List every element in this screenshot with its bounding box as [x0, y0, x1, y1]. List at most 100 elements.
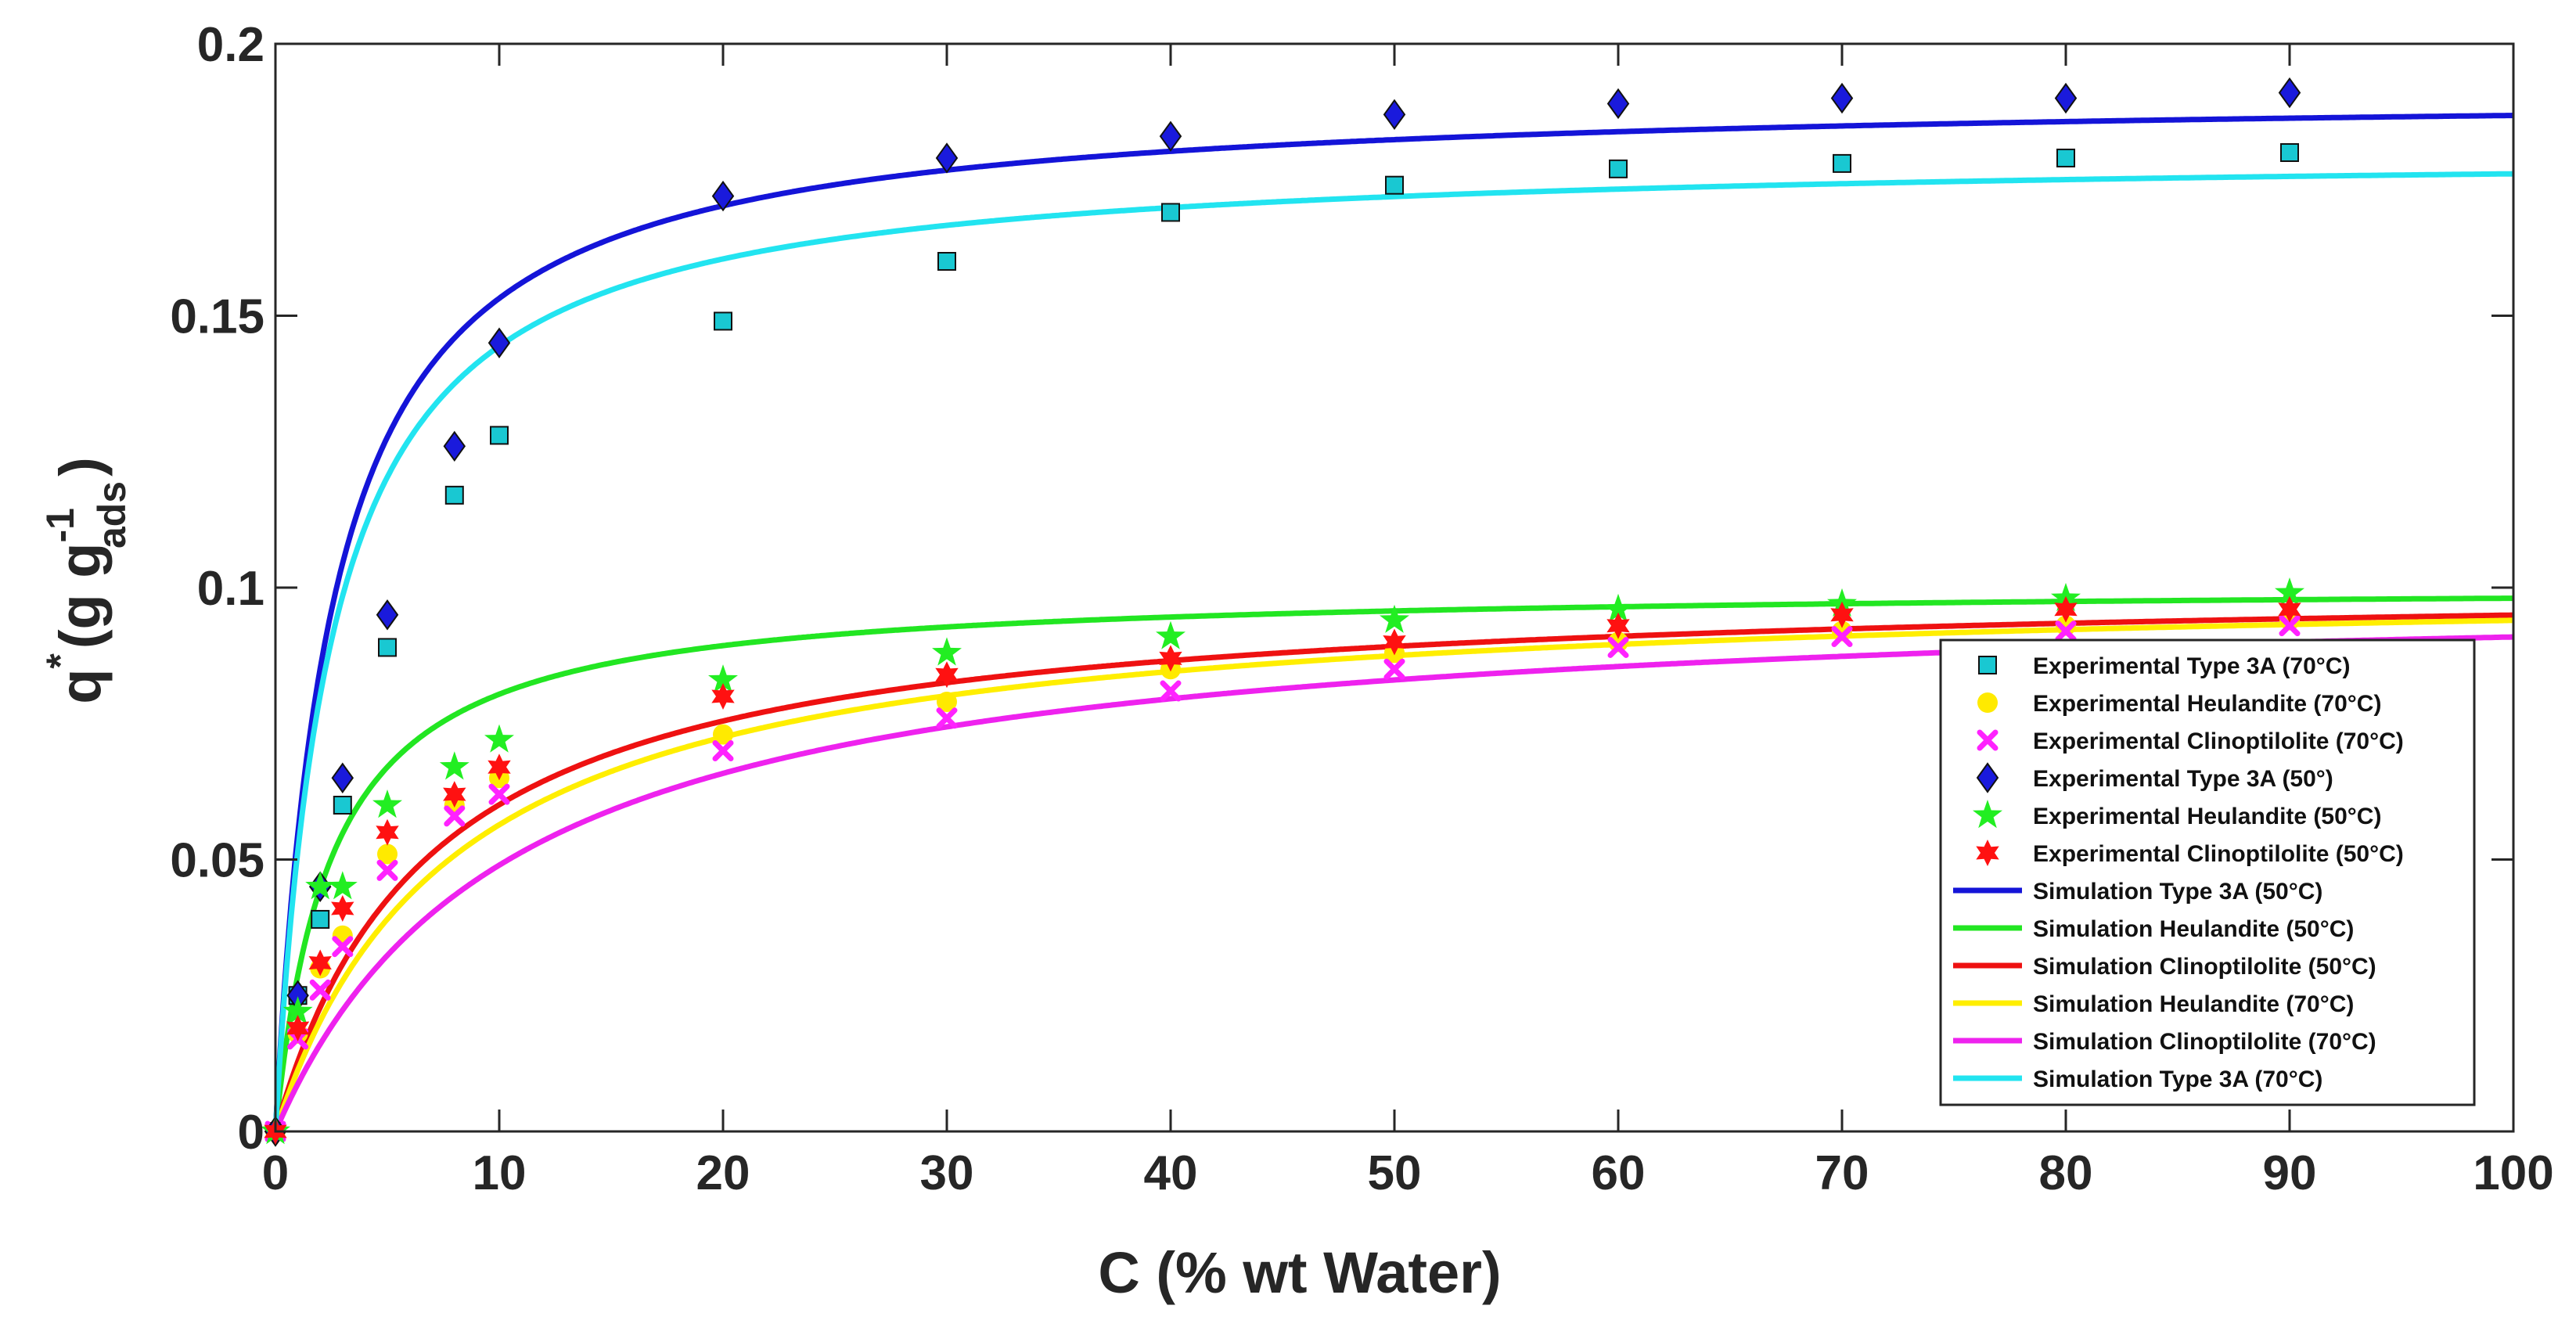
data-point-s1-8 — [714, 311, 732, 331]
legend-swatch-6 — [1976, 840, 1999, 866]
data-point-s6-7 — [487, 754, 511, 781]
y-tick-label-2: 0.1 — [197, 562, 264, 616]
y-label-star: * — [38, 653, 82, 669]
data-point-s2-5 — [377, 843, 398, 865]
x-tick-label-50: 50 — [1368, 1146, 1422, 1200]
data-point-s6-8 — [711, 683, 735, 710]
x-tick-label-10: 10 — [473, 1146, 527, 1200]
data-point-s5-2 — [282, 996, 313, 1025]
data-point-s3-13 — [1831, 626, 1853, 648]
data-point-s3-14 — [2055, 620, 2077, 642]
x-tick-label-20: 20 — [696, 1146, 750, 1200]
data-point-s5-5 — [372, 789, 402, 818]
legend-swatch-1 — [1978, 656, 1997, 674]
data-point-s4-6 — [443, 430, 466, 462]
x-tick-label-40: 40 — [1144, 1146, 1198, 1200]
legend-entry-7: Simulation Type 3A (50°C) — [2033, 879, 2322, 905]
data-point-s2-13 — [1832, 620, 1852, 642]
y-label-sup: -1 — [38, 508, 82, 542]
data-point-s6-10 — [1159, 645, 1182, 672]
data-point-s4-11 — [1383, 99, 1406, 131]
data-point-s5-3 — [305, 871, 336, 900]
data-point-s3-5 — [376, 859, 398, 881]
data-point-s5-8 — [708, 664, 738, 693]
data-point-s1-13 — [1833, 153, 1851, 173]
legend-swatch-4 — [1976, 762, 1999, 793]
x-tick-label-70: 70 — [1815, 1146, 1869, 1200]
legend-entry-4: Experimental Type 3A (50°) — [2033, 766, 2333, 792]
data-point-s1-15 — [2280, 143, 2299, 162]
data-point-s5-12 — [1603, 593, 1633, 622]
data-point-s3-11 — [1383, 658, 1405, 680]
data-point-s6-13 — [1830, 601, 1854, 628]
data-point-s6-9 — [935, 661, 959, 689]
data-point-s5-4 — [327, 871, 358, 900]
data-point-s3-7 — [488, 783, 510, 805]
data-point-s4-4 — [331, 762, 354, 793]
data-point-s4-15 — [2278, 77, 2301, 109]
y-tick-label-0: 0 — [238, 1106, 264, 1160]
data-point-s6-5 — [376, 818, 399, 846]
simulation-line-6 — [272, 171, 2514, 1132]
y-tick-label-1: 0.05 — [170, 834, 264, 888]
data-point-s3-4 — [332, 936, 354, 958]
data-point-s4-14 — [2054, 82, 2078, 114]
legend-swatch-5 — [1973, 800, 2002, 829]
data-point-s3-10 — [1160, 680, 1182, 702]
legend-entry-9: Simulation Clinoptilolite (50°C) — [2033, 954, 2376, 980]
y-label-q: q — [48, 669, 113, 704]
data-point-s5-6 — [439, 751, 470, 780]
legend-entry-5: Experimental Heulandite (50°C) — [2033, 804, 2381, 829]
legend-entry-12: Simulation Type 3A (70°C) — [2033, 1066, 2322, 1092]
data-point-s4-10 — [1159, 120, 1182, 152]
data-point-s3-8 — [712, 740, 734, 761]
x-tick-label-100: 100 — [2473, 1146, 2553, 1200]
data-point-s1-5 — [378, 638, 397, 657]
x-tick-label-90: 90 — [2263, 1146, 2317, 1200]
simulation-line-1 — [272, 113, 2514, 1132]
data-point-s3-15 — [2279, 615, 2301, 637]
data-point-s6-12 — [1606, 612, 1630, 639]
legend-entry-11: Simulation Clinoptilolite (70°C) — [2033, 1029, 2376, 1055]
legend-swatch-3 — [1977, 729, 1999, 751]
legend-box — [1939, 638, 2476, 1106]
data-point-s2-8 — [713, 724, 733, 745]
data-point-s1-6 — [444, 485, 464, 505]
legend-entry-10: Simulation Heulandite (70°C) — [2033, 991, 2354, 1017]
x-axis-label: C (% wt Water) — [1098, 1240, 1501, 1305]
data-point-s6-4 — [331, 895, 354, 922]
data-point-s6-11 — [1383, 628, 1406, 656]
data-point-s5-10 — [1156, 620, 1185, 649]
x-tick-label-60: 60 — [1592, 1146, 1646, 1200]
legend-entry-8: Simulation Heulandite (50°C) — [2033, 916, 2354, 942]
data-point-s2-14 — [2056, 615, 2076, 636]
x-tick-label-30: 30 — [920, 1146, 974, 1200]
data-point-s1-9 — [937, 252, 956, 271]
data-point-s3-3 — [309, 979, 331, 1001]
y-label-open: (g g — [48, 543, 113, 649]
y-tick-label-4: 0.2 — [197, 18, 264, 72]
data-point-s4-5 — [376, 599, 399, 631]
data-point-s4-7 — [487, 327, 511, 358]
y-tick-label-3: 0.15 — [170, 290, 264, 344]
data-point-s5-11 — [1380, 604, 1409, 633]
legend-entry-2: Experimental Heulandite (70°C) — [2033, 691, 2381, 717]
data-point-s1-10 — [1161, 203, 1180, 222]
data-point-s1-7 — [490, 426, 509, 445]
data-point-s4-13 — [1830, 82, 1854, 114]
legend-entry-1: Experimental Type 3A (70°C) — [2033, 653, 2350, 679]
data-point-s6-2 — [286, 1015, 310, 1041]
legend-swatch-2 — [1977, 692, 1998, 713]
data-point-s1-4 — [333, 796, 352, 815]
x-tick-label-0: 0 — [262, 1146, 289, 1200]
data-point-s5-9 — [932, 637, 962, 666]
data-point-s1-14 — [2056, 148, 2075, 167]
data-point-s4-9 — [935, 142, 959, 174]
data-point-s2-9 — [937, 691, 957, 712]
data-point-s2-12 — [1608, 631, 1628, 653]
data-point-s6-15 — [2278, 595, 2301, 623]
data-point-s6-6 — [443, 781, 466, 808]
